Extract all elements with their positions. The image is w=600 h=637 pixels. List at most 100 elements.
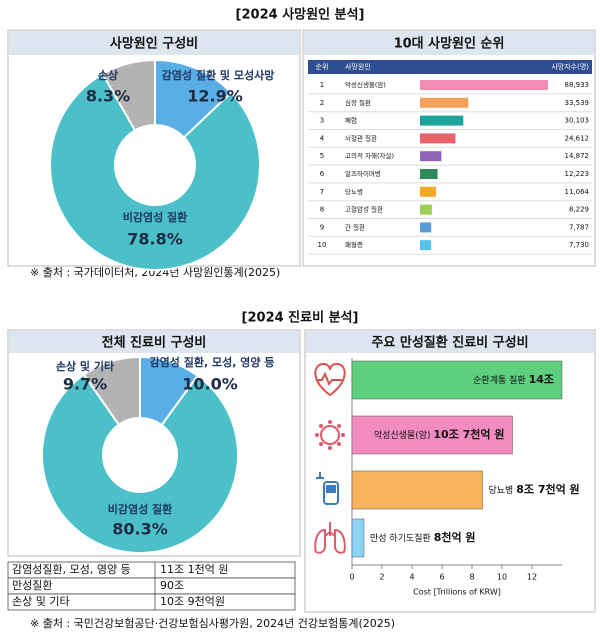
panel bbox=[7, 329, 301, 557]
bar bbox=[420, 115, 464, 126]
bar-label: 만성 하기도질환 8천억 원 bbox=[370, 530, 476, 544]
bar bbox=[420, 151, 442, 162]
bar bbox=[420, 169, 438, 179]
heart-icon bbox=[314, 362, 346, 397]
slice-label: 비감염성 질환 bbox=[108, 502, 173, 516]
chart-title: 주요 만성질환 진료비 구성비 bbox=[371, 335, 528, 351]
table-header bbox=[308, 60, 592, 74]
table-cell: 감염성질환, 모성, 영양 등 bbox=[12, 563, 131, 576]
x-axis-label: Cost [Trillions of KRW] bbox=[413, 588, 501, 597]
panel-header bbox=[9, 31, 299, 55]
glucose-icon bbox=[316, 472, 339, 505]
rank: 9 bbox=[320, 223, 324, 231]
value-label: 8천억 원 bbox=[434, 530, 476, 544]
value-label: 14,872 bbox=[565, 152, 590, 160]
value-label: 7,730 bbox=[569, 241, 589, 249]
slice-label: 비감염성 질환 bbox=[123, 210, 188, 224]
cause-name: 뇌혈관 질환 bbox=[345, 133, 377, 142]
slice-label: 손상 bbox=[98, 68, 118, 82]
value-label: 11,064 bbox=[565, 188, 590, 196]
cause-name: 심장 질환 bbox=[345, 98, 371, 107]
column-header: 사망자수(명) bbox=[551, 62, 589, 71]
rank: 6 bbox=[320, 170, 325, 178]
value-label: 30,103 bbox=[565, 117, 590, 125]
value-label: 12,223 bbox=[565, 170, 590, 178]
value-label: 8,229 bbox=[569, 206, 589, 214]
value-label: 8조 7천억 원 bbox=[516, 482, 579, 496]
value-label: 10조 7천억 원 bbox=[433, 427, 504, 441]
rank: 3 bbox=[320, 117, 324, 125]
slice-value: 9.7% bbox=[63, 375, 107, 394]
x-tick-label: 6 bbox=[439, 573, 444, 582]
cause-name: 폐렴 bbox=[345, 116, 357, 125]
cause-name: 당뇨병 bbox=[345, 187, 363, 196]
cause-name: 악성신생물(암) bbox=[345, 80, 386, 89]
panel-header bbox=[306, 331, 594, 353]
bar bbox=[420, 80, 548, 90]
value-label: 88,933 bbox=[565, 81, 590, 89]
cause-name: 고의적 자해(자살) bbox=[345, 151, 394, 160]
table-cell: 90조 bbox=[160, 579, 184, 592]
chart-title: 10대 사망원인 순위 bbox=[394, 36, 505, 52]
bar bbox=[351, 470, 483, 510]
donut-slice bbox=[82, 355, 141, 427]
x-tick-label: 2 bbox=[379, 573, 384, 582]
donut-slice bbox=[41, 373, 239, 554]
bar bbox=[420, 186, 436, 197]
rank: 8 bbox=[320, 206, 324, 214]
bar bbox=[420, 222, 432, 233]
cause-name: 알츠하이머병 bbox=[345, 169, 381, 178]
table-cell: 11조 1천억 원 bbox=[160, 562, 228, 576]
section-title: [2024 진료비 분석] bbox=[242, 310, 359, 326]
column-header: 순위 bbox=[316, 63, 329, 71]
bar bbox=[351, 360, 563, 400]
rank: 10 bbox=[318, 241, 327, 249]
bar-label: 순환계통 질환 14조 bbox=[473, 373, 554, 386]
x-tick-label: 12 bbox=[527, 573, 537, 582]
value-label: 7,787 bbox=[569, 223, 589, 231]
source: ※ 출처 : 국가데이터처, 2024년 사망원인통계(2025) bbox=[30, 266, 280, 279]
donut-slice bbox=[49, 72, 261, 271]
column-header: 사망원인 bbox=[345, 62, 371, 71]
bar bbox=[420, 97, 469, 108]
x-tick-label: 8 bbox=[469, 573, 474, 582]
category-label: 악성신생물(암) bbox=[374, 429, 431, 441]
bar-label: 당뇨병 8조 7천억 원 bbox=[489, 482, 580, 496]
table-row bbox=[7, 593, 296, 611]
value-label: 24,612 bbox=[565, 134, 590, 142]
panel bbox=[304, 329, 596, 613]
value-label: 33,539 bbox=[565, 99, 590, 107]
cause-name: 간 질환 bbox=[345, 222, 365, 231]
x-tick-label: 4 bbox=[409, 573, 414, 582]
chart-title: 전체 진료비 구성비 bbox=[102, 335, 207, 351]
lungs-icon bbox=[314, 522, 346, 554]
virus-icon bbox=[315, 420, 345, 450]
bar-label: 악성신생물(암) 10조 7천억 원 bbox=[374, 427, 505, 441]
category-label: 당뇨병 bbox=[489, 485, 514, 496]
chart-title: 사망원인 구성비 bbox=[110, 36, 198, 52]
category-label: 만성 하기도질환 bbox=[370, 532, 431, 544]
value-label: 14조 bbox=[529, 373, 554, 386]
slice-value: 78.8% bbox=[127, 230, 183, 249]
bar bbox=[420, 204, 432, 215]
rank: 4 bbox=[320, 134, 325, 142]
panel bbox=[302, 29, 596, 267]
slice-value: 8.3% bbox=[86, 87, 130, 106]
slice-label: 감염성 질환, 모성, 영양 등 bbox=[150, 355, 275, 369]
table-cell: 10조 9천억원 bbox=[160, 594, 225, 608]
table-cell: 만성질환 bbox=[12, 579, 52, 592]
table-cell: 손상 및 기타 bbox=[12, 595, 70, 608]
slice-value: 80.3% bbox=[112, 520, 168, 539]
bar bbox=[420, 133, 456, 144]
x-tick-label: 10 bbox=[497, 573, 507, 582]
slice-label: 감염성 질환 및 모성사망 bbox=[162, 68, 275, 82]
source: ※ 출처 : 국민건강보험공단·건강보험심사평가원, 2024년 건강보험통계(… bbox=[30, 617, 395, 630]
rank: 2 bbox=[320, 99, 324, 107]
category-label: 순환계통 질환 bbox=[473, 374, 526, 386]
slice-value: 10.0% bbox=[182, 375, 238, 394]
donut-slice bbox=[101, 58, 156, 132]
panel-header bbox=[9, 331, 299, 353]
rank: 1 bbox=[320, 81, 324, 89]
